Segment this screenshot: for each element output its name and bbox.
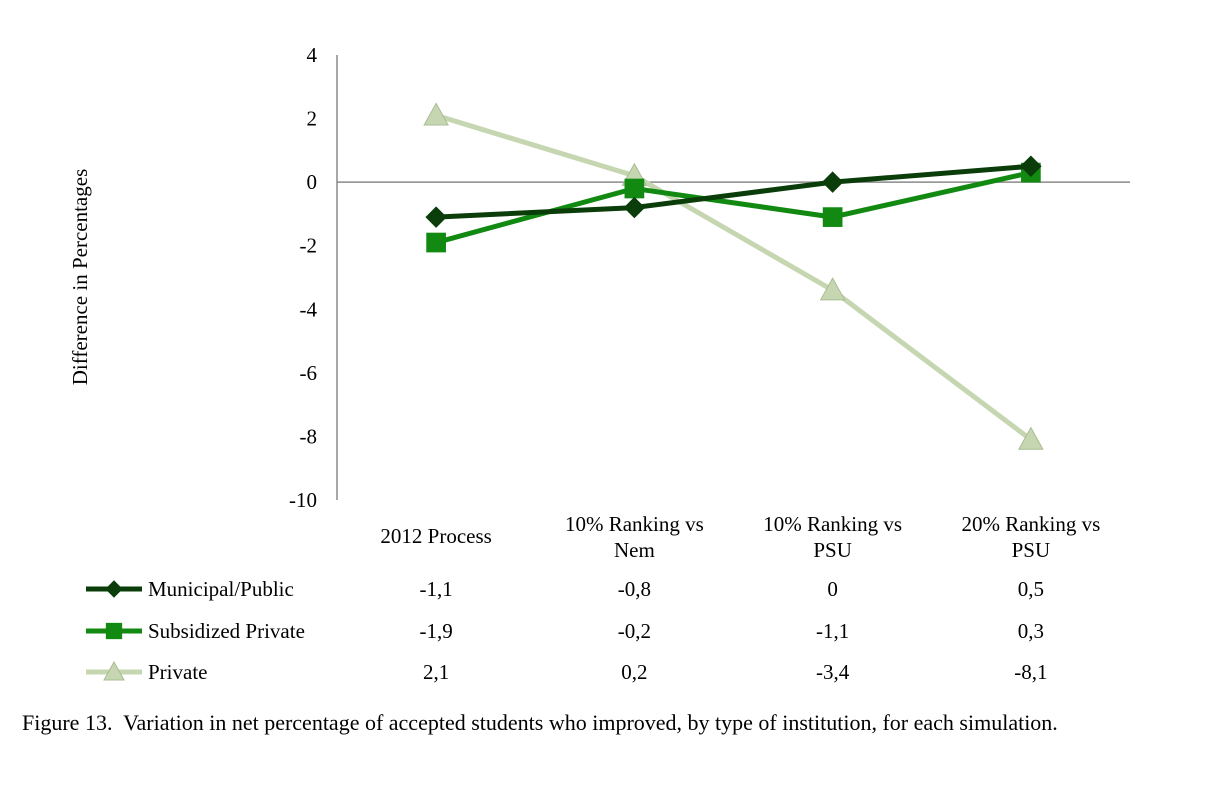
data-table-cell: -1,1 [420,577,453,601]
data-point [426,232,446,253]
series-private [423,102,1044,450]
data-point [821,171,844,193]
series-line [435,170,1032,245]
y-tick-label: 2 [307,107,318,131]
data-table-row: Private 2,1 0,2 -3,4 -8,1 [86,660,1048,684]
category-labels: 2012 Process 10% Ranking vs Nem 10% Ranking… [380,512,1100,562]
data-table-row: Municipal/Public -1,1 -0,8 0 0,5 [86,577,1044,601]
data-table-cell: 2,1 [423,660,449,684]
legend-marker [105,580,123,598]
data-table-cell: -1,9 [420,619,453,643]
data-point [1020,155,1042,177]
data-point [425,206,447,228]
data-table-cell: 0,2 [621,660,647,684]
y-tick-label: 0 [307,170,318,194]
y-tick-label: -8 [300,424,318,448]
data-table-cell: -0,8 [618,577,651,601]
category-label: 2012 Process [380,524,491,548]
y-tick-label: -10 [289,488,317,512]
figure-caption: Figure 13. Variation in net percentage o… [22,707,1212,738]
caption-text: Variation in net percentage of accepted … [123,710,1058,735]
series-subsidized-private [426,162,1041,253]
legend-marker [105,622,123,640]
series-lines [423,102,1044,450]
series-line [436,163,1032,220]
data-point [819,277,846,301]
legend-label: Private [148,660,207,684]
data-point [624,178,645,199]
data-table-cell: -3,4 [816,660,850,684]
data-point [623,196,646,219]
category-label: 10% Ranking vs Nem [565,512,704,562]
data-table-cell: -1,1 [816,619,849,643]
y-tick-label: -6 [300,361,318,385]
data-table-cell: -8,1 [1014,660,1047,684]
data-point [423,102,449,126]
series-municipal-public [425,155,1042,228]
data-table-cell: 0 [827,577,838,601]
data-table-cell: -0,2 [618,619,651,643]
category-label: 20% Ranking vs PSU [961,512,1100,562]
y-tick-label: 4 [307,43,318,67]
data-point [1018,426,1044,450]
y-axis: 4 2 0 -2 -4 -6 -8 -10 [289,43,338,512]
legend-label: Subsidized Private [148,619,305,643]
data-point [822,207,843,227]
data-table-legend: Municipal/Public -1,1 -0,8 0 0,5 Subsidized P… [86,577,1048,684]
y-tick-label: -2 [300,234,318,258]
legend-marker [103,660,125,681]
data-table-cell: 0,5 [1018,577,1044,601]
caption-label: Figure 13. [22,710,113,735]
category-label: 10% Ranking vs PSU [763,512,902,562]
y-tick-label: -4 [300,297,318,321]
data-table-row: Subsidized Private -1,9 -0,2 -1,1 0,3 [86,619,1044,643]
legend-label: Municipal/Public [148,577,294,601]
y-axis-label: Difference in Percentages [68,169,92,386]
series-line [435,113,1033,442]
data-table-cell: 0,3 [1018,619,1044,643]
